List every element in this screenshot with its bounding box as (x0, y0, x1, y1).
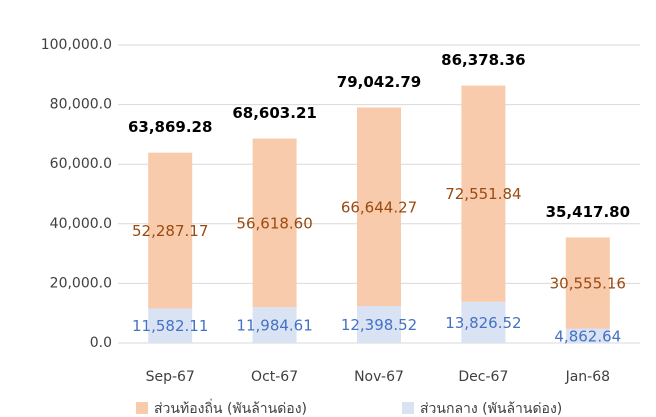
x-tick-label: Oct-67 (251, 369, 298, 385)
legend-swatch (402, 402, 414, 414)
x-tick-label: Nov-67 (354, 369, 404, 385)
total-label: 63,869.28 (128, 118, 212, 136)
bar-segment (252, 138, 297, 308)
bar-segment (357, 306, 401, 343)
value-label: 52,287.17 (132, 222, 208, 240)
bar-segment (565, 237, 610, 329)
y-tick-label: 80,000.0 (50, 97, 112, 113)
bar-segment (565, 328, 610, 343)
total-label: 68,603.21 (232, 104, 316, 122)
value-label: 11,582.11 (132, 317, 208, 335)
y-tick-label: 100,000.0 (41, 37, 112, 53)
y-tick-label: 40,000.0 (50, 216, 112, 232)
value-label: 11,984.61 (236, 317, 312, 335)
total-label: 35,417.80 (546, 203, 630, 221)
value-label: 13,826.52 (445, 314, 521, 332)
legend-swatch (136, 402, 148, 414)
total-label: 86,378.36 (441, 51, 525, 69)
bar-segment (252, 307, 297, 343)
legend-label: ส่วนกลาง (พันล้านด่อง) (420, 401, 562, 417)
bar-segment (461, 301, 506, 343)
bar-segment (148, 308, 193, 343)
total-label: 79,042.79 (337, 73, 421, 91)
value-label: 72,551.84 (445, 185, 521, 203)
value-label: 30,555.16 (550, 274, 626, 292)
bar-segment (357, 107, 401, 307)
y-tick-label: 0.0 (90, 335, 112, 351)
value-label: 12,398.52 (341, 316, 417, 334)
x-tick-label: Dec-67 (458, 369, 508, 385)
legend-label: ส่วนท้องถิ่น (พันล้านด่อง) (154, 399, 307, 417)
y-tick-label: 60,000.0 (50, 156, 112, 172)
x-tick-label: Jan-68 (565, 369, 610, 385)
bar-segment (148, 152, 193, 309)
value-label: 56,618.60 (236, 214, 312, 232)
value-label: 4,862.64 (554, 327, 621, 345)
value-label: 66,644.27 (341, 198, 417, 216)
x-tick-label: Sep-67 (146, 369, 195, 385)
y-tick-label: 20,000.0 (50, 275, 112, 291)
bar-segment (461, 85, 506, 302)
